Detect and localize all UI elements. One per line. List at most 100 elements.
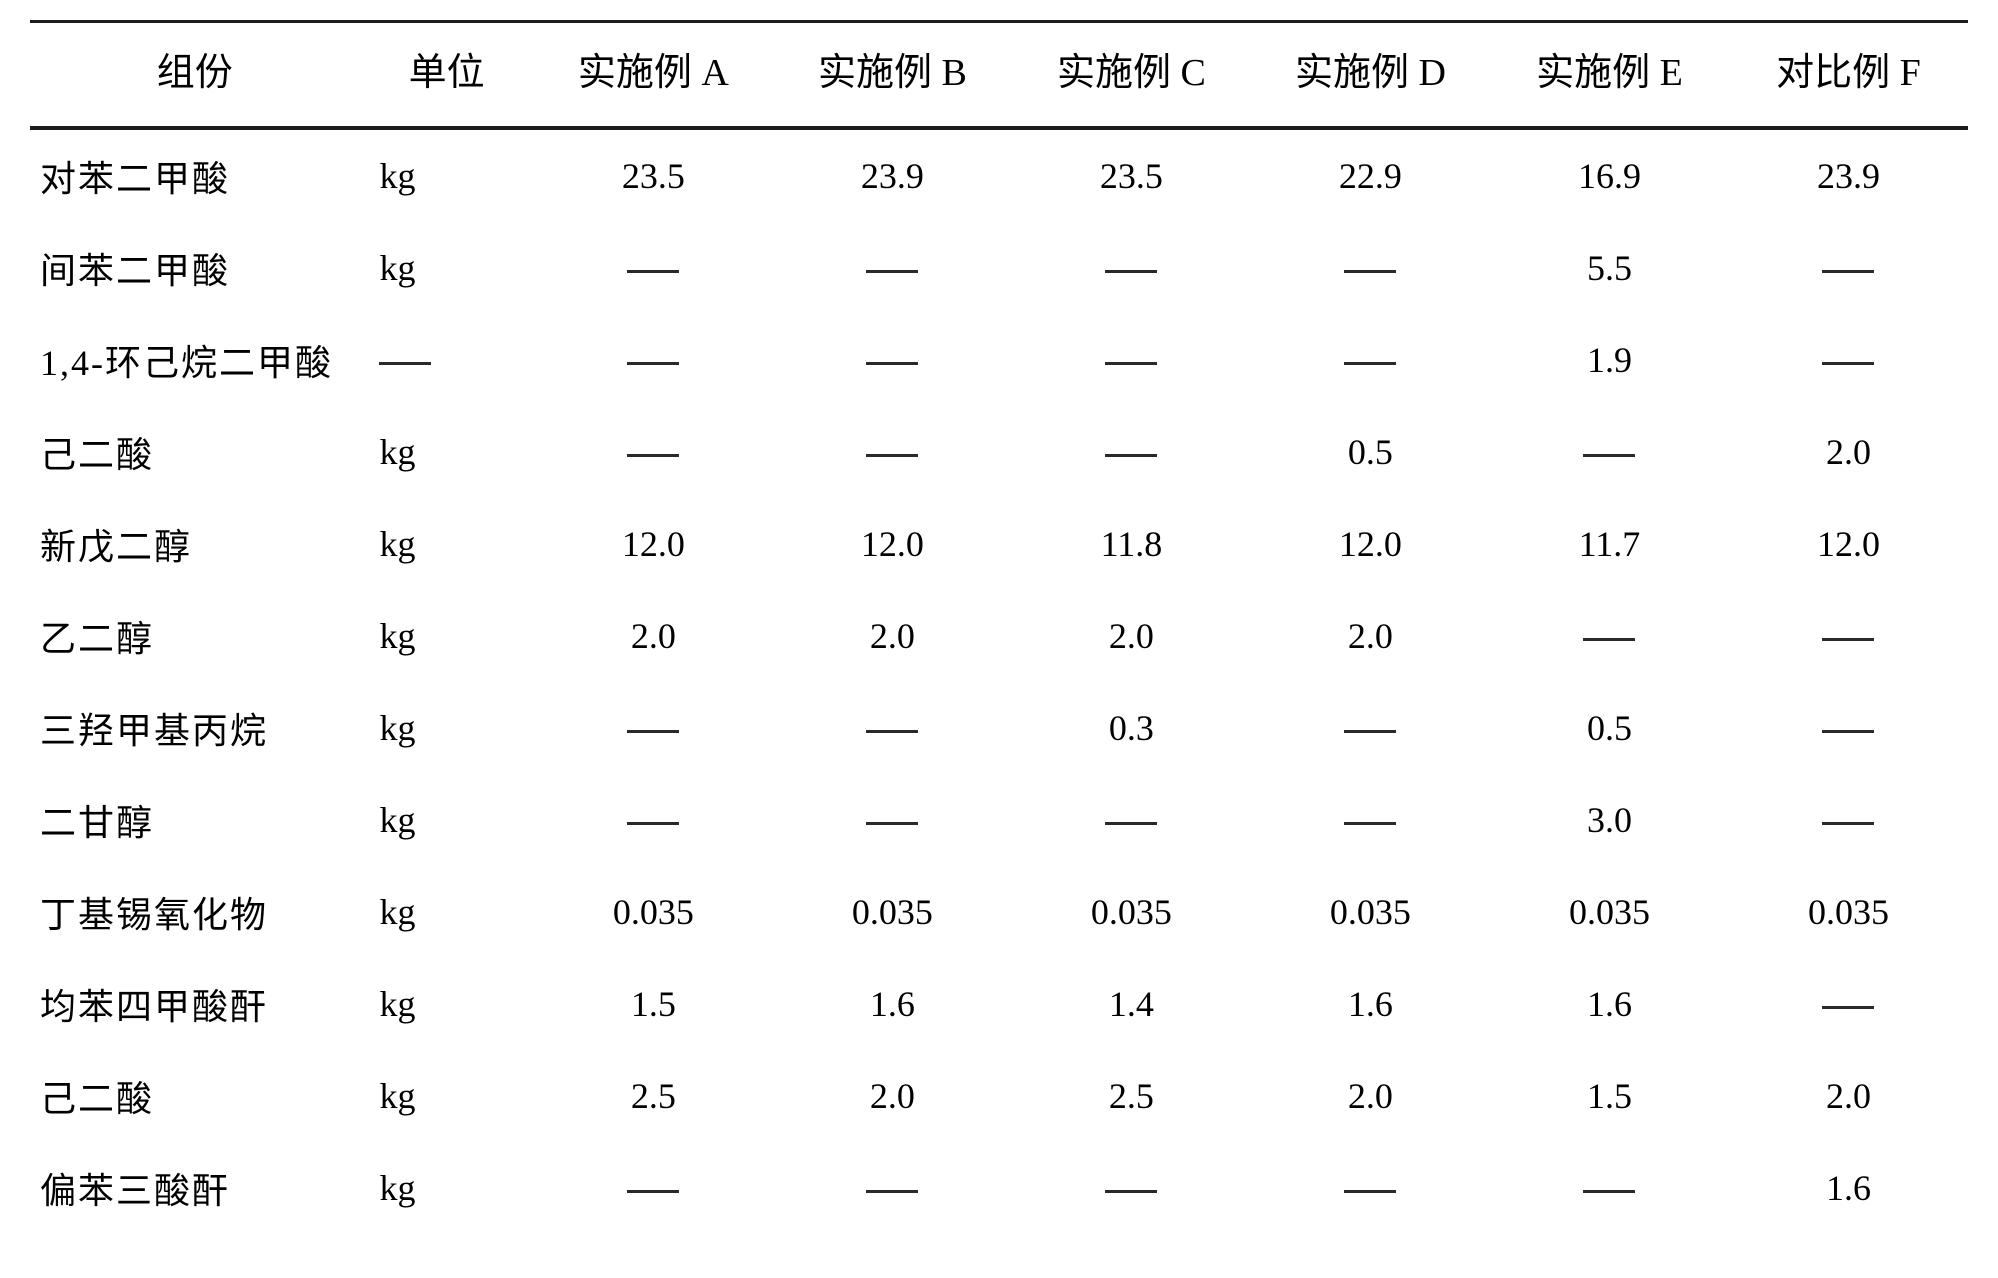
dash-icon <box>1105 454 1157 457</box>
cell-value <box>1729 314 1968 406</box>
cell-value <box>1729 590 1968 682</box>
dash-icon <box>866 362 918 365</box>
header-col-b: 实施例 B <box>773 22 1012 129</box>
cell-value: 2.0 <box>1251 590 1490 682</box>
cell-value <box>1251 774 1490 866</box>
cell-value <box>1012 406 1251 498</box>
cell-unit: kg <box>359 406 533 498</box>
cell-value <box>1012 314 1251 406</box>
dash-icon <box>1105 822 1157 825</box>
cell-component: 间苯二甲酸 <box>30 222 359 314</box>
cell-unit: kg <box>359 958 533 1050</box>
dash-icon <box>627 270 679 273</box>
cell-value: 23.9 <box>1729 128 1968 222</box>
dash-icon <box>1344 362 1396 365</box>
cell-unit: kg <box>359 682 533 774</box>
cell-value: 0.5 <box>1251 406 1490 498</box>
table-row: 己二酸kg2.52.02.52.01.52.0 <box>30 1050 1968 1142</box>
cell-component: 均苯四甲酸酐 <box>30 958 359 1050</box>
table-row: 偏苯三酸酐kg1.6 <box>30 1142 1968 1234</box>
cell-value: 0.035 <box>1729 866 1968 958</box>
dash-icon <box>627 730 679 733</box>
table-row: 二甘醇kg3.0 <box>30 774 1968 866</box>
cell-value: 2.0 <box>1729 406 1968 498</box>
cell-unit: kg <box>359 866 533 958</box>
cell-unit: kg <box>359 1050 533 1142</box>
cell-component: 新戊二醇 <box>30 498 359 590</box>
table-row: 乙二醇kg2.02.02.02.0 <box>30 590 1968 682</box>
table-row: 三羟甲基丙烷kg0.30.5 <box>30 682 1968 774</box>
dash-icon <box>866 270 918 273</box>
dash-icon <box>627 822 679 825</box>
cell-value <box>1729 222 1968 314</box>
cell-value <box>773 774 1012 866</box>
table-row: 间苯二甲酸kg 5.5 <box>30 222 1968 314</box>
cell-value: 1.6 <box>1251 958 1490 1050</box>
dash-icon <box>1822 822 1874 825</box>
dash-icon <box>1583 1190 1635 1193</box>
cell-unit: kg <box>359 590 533 682</box>
cell-value <box>1729 774 1968 866</box>
cell-unit: kg <box>359 1142 533 1234</box>
cell-value <box>534 314 773 406</box>
cell-value <box>1012 222 1251 314</box>
cell-component: 乙二醇 <box>30 590 359 682</box>
cell-value <box>1251 682 1490 774</box>
dash-icon <box>866 1190 918 1193</box>
cell-value: 23.5 <box>1012 128 1251 222</box>
cell-value: 2.5 <box>1012 1050 1251 1142</box>
cell-value <box>534 774 773 866</box>
cell-unit: kg <box>359 128 533 222</box>
cell-value: 12.0 <box>773 498 1012 590</box>
cell-unit: kg <box>359 774 533 866</box>
dash-icon <box>1105 1190 1157 1193</box>
cell-value: 0.035 <box>1490 866 1729 958</box>
cell-value: 2.0 <box>1012 590 1251 682</box>
table-header-row: 组份 单位 实施例 A 实施例 B 实施例 C 实施例 D 实施例 E 对比例 … <box>30 22 1968 129</box>
cell-value: 2.0 <box>773 590 1012 682</box>
dash-icon <box>379 362 431 365</box>
cell-unit: kg <box>359 222 533 314</box>
cell-value: 1.5 <box>1490 1050 1729 1142</box>
cell-value: 0.035 <box>773 866 1012 958</box>
cell-value: 1.6 <box>773 958 1012 1050</box>
dash-icon <box>627 362 679 365</box>
cell-value <box>1251 314 1490 406</box>
cell-value <box>773 1142 1012 1234</box>
dash-icon <box>1822 270 1874 273</box>
dash-icon <box>1344 1190 1396 1193</box>
cell-value: 0.3 <box>1012 682 1251 774</box>
dash-icon <box>627 454 679 457</box>
cell-value: 2.0 <box>773 1050 1012 1142</box>
cell-value <box>1490 406 1729 498</box>
cell-value: 2.0 <box>1251 1050 1490 1142</box>
cell-value: 12.0 <box>1729 498 1968 590</box>
cell-value <box>1251 222 1490 314</box>
composition-table: 组份 单位 实施例 A 实施例 B 实施例 C 实施例 D 实施例 E 对比例 … <box>30 20 1968 1234</box>
table-row: 对苯二甲酸kg23.523.923.522.916.923.9 <box>30 128 1968 222</box>
cell-value: 12.0 <box>534 498 773 590</box>
dash-icon <box>1344 822 1396 825</box>
cell-value: 16.9 <box>1490 128 1729 222</box>
header-col-a: 实施例 A <box>534 22 773 129</box>
cell-value: 2.0 <box>534 590 773 682</box>
cell-value <box>773 222 1012 314</box>
cell-value: 1.4 <box>1012 958 1251 1050</box>
cell-unit: kg <box>359 498 533 590</box>
cell-value: 5.5 <box>1490 222 1729 314</box>
cell-component: 己二酸 <box>30 406 359 498</box>
header-unit: 单位 <box>359 22 533 129</box>
dash-icon <box>866 822 918 825</box>
cell-value <box>534 222 773 314</box>
dash-icon <box>1105 270 1157 273</box>
cell-value <box>1729 682 1968 774</box>
cell-value: 1.5 <box>534 958 773 1050</box>
cell-value: 1.6 <box>1729 1142 1968 1234</box>
page: 组份 单位 实施例 A 实施例 B 实施例 C 实施例 D 实施例 E 对比例 … <box>0 0 1998 1278</box>
cell-value: 23.5 <box>534 128 773 222</box>
dash-icon <box>1344 730 1396 733</box>
cell-value: 22.9 <box>1251 128 1490 222</box>
cell-value: 11.8 <box>1012 498 1251 590</box>
header-col-f: 对比例 F <box>1729 22 1968 129</box>
cell-value: 0.035 <box>1251 866 1490 958</box>
